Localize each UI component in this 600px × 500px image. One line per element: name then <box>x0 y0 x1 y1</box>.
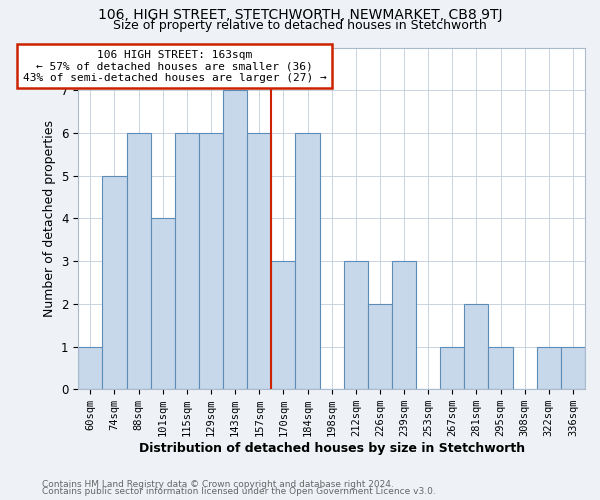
Text: 106 HIGH STREET: 163sqm
← 57% of detached houses are smaller (36)
43% of semi-de: 106 HIGH STREET: 163sqm ← 57% of detache… <box>23 50 326 83</box>
Y-axis label: Number of detached properties: Number of detached properties <box>43 120 56 317</box>
Bar <box>175 133 199 389</box>
Bar <box>464 304 488 389</box>
Bar <box>199 133 223 389</box>
Bar <box>561 346 585 389</box>
Bar <box>368 304 392 389</box>
Bar <box>79 346 103 389</box>
Bar <box>537 346 561 389</box>
Bar <box>295 133 320 389</box>
Bar <box>247 133 271 389</box>
Bar <box>344 261 368 389</box>
X-axis label: Distribution of detached houses by size in Stetchworth: Distribution of detached houses by size … <box>139 442 525 455</box>
Text: Contains public sector information licensed under the Open Government Licence v3: Contains public sector information licen… <box>42 487 436 496</box>
Bar <box>223 90 247 389</box>
Bar <box>440 346 464 389</box>
Bar <box>488 346 512 389</box>
Bar <box>103 176 127 389</box>
Text: Contains HM Land Registry data © Crown copyright and database right 2024.: Contains HM Land Registry data © Crown c… <box>42 480 394 489</box>
Bar <box>271 261 295 389</box>
Bar <box>392 261 416 389</box>
Text: Size of property relative to detached houses in Stetchworth: Size of property relative to detached ho… <box>113 19 487 32</box>
Bar <box>151 218 175 389</box>
Text: 106, HIGH STREET, STETCHWORTH, NEWMARKET, CB8 9TJ: 106, HIGH STREET, STETCHWORTH, NEWMARKET… <box>98 8 502 22</box>
Bar <box>127 133 151 389</box>
